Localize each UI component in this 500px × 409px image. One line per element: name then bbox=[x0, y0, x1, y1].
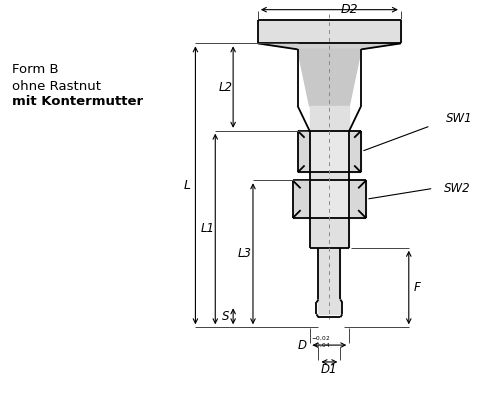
Text: L1: L1 bbox=[200, 222, 214, 236]
Polygon shape bbox=[318, 248, 340, 315]
Text: ohne Rastnut: ohne Rastnut bbox=[12, 80, 101, 92]
Polygon shape bbox=[310, 180, 349, 218]
Text: L2: L2 bbox=[218, 81, 232, 94]
Polygon shape bbox=[258, 43, 401, 49]
Polygon shape bbox=[310, 131, 349, 173]
Text: S: S bbox=[222, 310, 230, 323]
Polygon shape bbox=[258, 20, 401, 43]
Text: mit Kontermutter: mit Kontermutter bbox=[12, 95, 143, 108]
Text: L: L bbox=[184, 179, 191, 192]
Text: $^{-0{,}02}_{-0{,}04}$: $^{-0{,}02}_{-0{,}04}$ bbox=[310, 335, 330, 350]
Polygon shape bbox=[298, 131, 361, 173]
Text: F: F bbox=[414, 281, 420, 294]
Polygon shape bbox=[310, 173, 349, 180]
Polygon shape bbox=[310, 106, 349, 131]
Polygon shape bbox=[310, 218, 349, 248]
Text: $D$: $D$ bbox=[297, 339, 308, 352]
Text: D2: D2 bbox=[340, 3, 358, 16]
Text: Form B: Form B bbox=[12, 63, 58, 76]
Text: L3: L3 bbox=[238, 247, 252, 260]
Polygon shape bbox=[292, 180, 366, 218]
Text: D1: D1 bbox=[321, 364, 338, 376]
Text: SW2: SW2 bbox=[444, 182, 470, 195]
Polygon shape bbox=[298, 49, 361, 106]
Text: SW1: SW1 bbox=[446, 112, 472, 125]
